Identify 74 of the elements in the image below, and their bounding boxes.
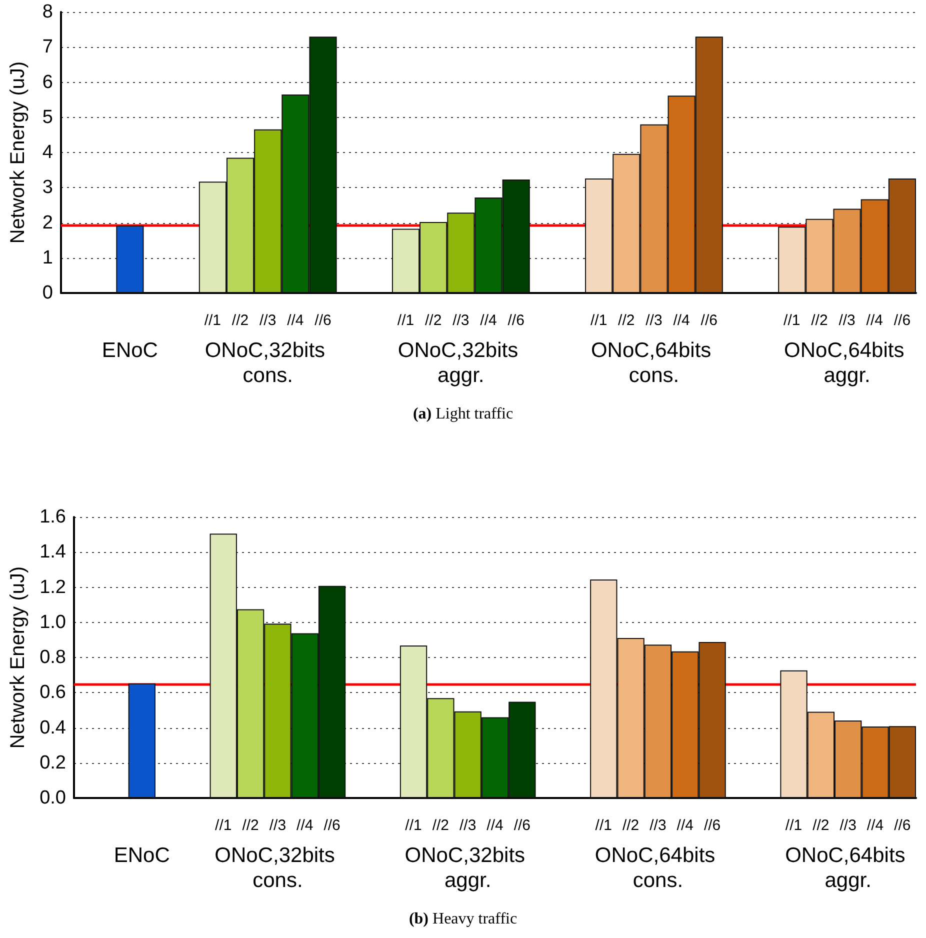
x-tick-label: //4: [866, 312, 883, 329]
x-tick-label: //3: [840, 817, 856, 834]
x-tick-label: //3: [269, 817, 286, 834]
x-tick-label: //4: [486, 817, 504, 834]
y-axis-title: Network Energy (uJ): [7, 566, 29, 749]
y-tick-label: 5: [42, 106, 53, 128]
x-tick-label: //3: [459, 817, 476, 834]
x-tick-label: //1: [590, 312, 608, 329]
text: ONoC,32bits cons.: [214, 844, 341, 892]
y-tick-label: 6: [42, 72, 53, 93]
x-tick-label: //4: [866, 817, 884, 834]
x-tick-label: //1: [785, 817, 802, 834]
bar: [128, 683, 156, 798]
y-tick-label: 1.6: [40, 506, 66, 528]
y-tick-label: 1: [42, 247, 53, 268]
y-tick-label: 0.2: [40, 752, 66, 774]
x-tick-label: //1: [215, 817, 232, 834]
x-tick-label: //6: [704, 817, 721, 834]
x-tick-label: //1: [405, 817, 422, 834]
y-tick-label: 1.0: [40, 612, 66, 633]
y-tick-label: 2: [42, 212, 53, 234]
text: ONoC,32bits aggr.: [398, 339, 524, 387]
x-tick-label: //6: [894, 312, 911, 329]
x-tick-label: //3: [646, 312, 662, 329]
y-axis-title: Network Energy (uJ): [7, 61, 29, 244]
text: ONoC,64bits aggr.: [784, 339, 910, 387]
text: ENoC: [102, 339, 158, 362]
y-tick-label: 8: [42, 2, 53, 22]
x-tick-label: //6: [514, 817, 531, 834]
text: ONoC,64bits aggr.: [785, 844, 912, 892]
x-tick-label: //3: [452, 312, 470, 329]
y-tick-label: 7: [42, 36, 53, 58]
x-tick-label: //2: [622, 817, 640, 834]
x-tick-label: //6: [508, 312, 524, 329]
x-tick-label: //6: [324, 817, 340, 834]
x-tick-label: //2: [424, 312, 442, 329]
text: ONoC,64bits cons.: [590, 339, 718, 387]
x-tick-label: //1: [204, 312, 222, 329]
y-tick-label: 0: [42, 282, 53, 304]
text: ONoC,64bits cons.: [594, 844, 721, 892]
x-tick-label: //3: [650, 817, 666, 834]
x-tick-label: //4: [287, 312, 304, 329]
x-tick-label: //2: [812, 817, 830, 834]
x-tick-label: //1: [397, 312, 414, 329]
x-tick-label: //6: [894, 817, 911, 834]
x-tick-label: //2: [232, 312, 249, 329]
bar: [116, 226, 144, 293]
x-tick-label: //1: [595, 817, 612, 834]
x-tick-label: //3: [260, 312, 276, 329]
x-tick-label: //4: [676, 817, 694, 834]
y-tick-label: 0.0: [40, 788, 66, 808]
y-tick-label: 0.6: [40, 682, 66, 704]
x-tick-label: //2: [242, 817, 259, 834]
y-tick-label: 0.4: [40, 717, 66, 738]
y-tick-label: 0.8: [40, 647, 66, 668]
x-tick-label: //2: [618, 312, 635, 329]
x-tick-label: //4: [480, 312, 497, 329]
x-tick-label: //6: [314, 312, 332, 329]
text: ONoC,32bits cons.: [204, 339, 331, 387]
x-tick-label: //2: [811, 312, 828, 329]
y-tick-label: 1.2: [40, 576, 66, 598]
text: ONoC,32bits aggr.: [404, 844, 531, 892]
x-tick-label: //3: [838, 312, 856, 329]
text: ENoC: [114, 844, 170, 867]
x-tick-label: //4: [673, 312, 690, 329]
text: (a) Light traffic: [412, 406, 514, 422]
x-tick-label: //2: [432, 817, 450, 834]
x-tick-label: //4: [296, 817, 314, 834]
x-tick-label: //6: [700, 312, 718, 329]
text: (b) Heavy traffic: [408, 910, 518, 928]
y-tick-label: 1.4: [40, 542, 66, 563]
y-tick-label: 3: [42, 177, 53, 198]
x-tick-label: //1: [784, 312, 800, 329]
y-tick-label: 4: [42, 142, 54, 163]
